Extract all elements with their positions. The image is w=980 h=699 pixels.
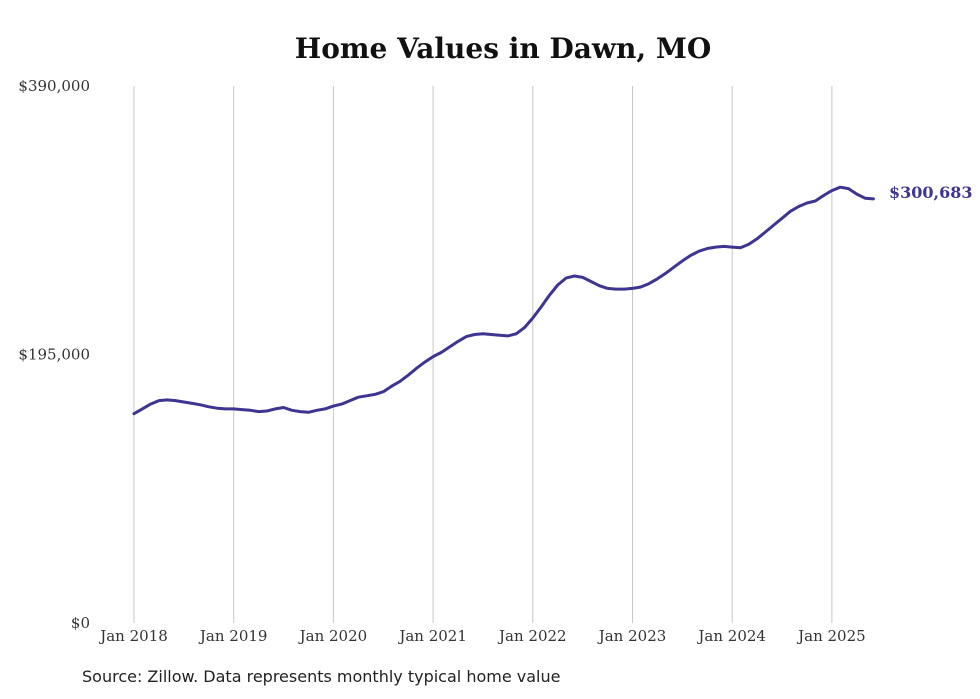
x-tick-label: Jan 2018 (98, 627, 168, 645)
y-tick-label: $0 (71, 614, 90, 632)
x-tick-label: Jan 2025 (796, 627, 866, 645)
gridlines (133, 86, 833, 623)
x-axis-ticks: Jan 2018 Jan 2019 Jan 2020 Jan 2021 Jan 2022… (98, 627, 865, 645)
x-tick-label: Jan 2023 (597, 627, 667, 645)
end-label-layer: $300,683 (889, 183, 973, 202)
y-tick-label: $195,000 (18, 346, 90, 364)
x-tick-label: Jan 2020 (298, 627, 368, 645)
end-value-label: $300,683 (889, 183, 973, 202)
chart-title: Home Values in Dawn, MO (294, 32, 712, 65)
series-line (132, 185, 875, 416)
source-note: Source: Zillow. Data represents monthly … (82, 667, 561, 686)
y-axis-ticks: $0 $195,000 $390,000 (18, 77, 90, 632)
x-tick-label: Jan 2019 (198, 627, 268, 645)
x-tick-label: Jan 2022 (497, 627, 567, 645)
y-tick-label: $390,000 (18, 77, 90, 95)
x-tick-label: Jan 2024 (696, 627, 766, 645)
x-tick-label: Jan 2021 (397, 627, 467, 645)
series-line-layer (132, 185, 875, 416)
